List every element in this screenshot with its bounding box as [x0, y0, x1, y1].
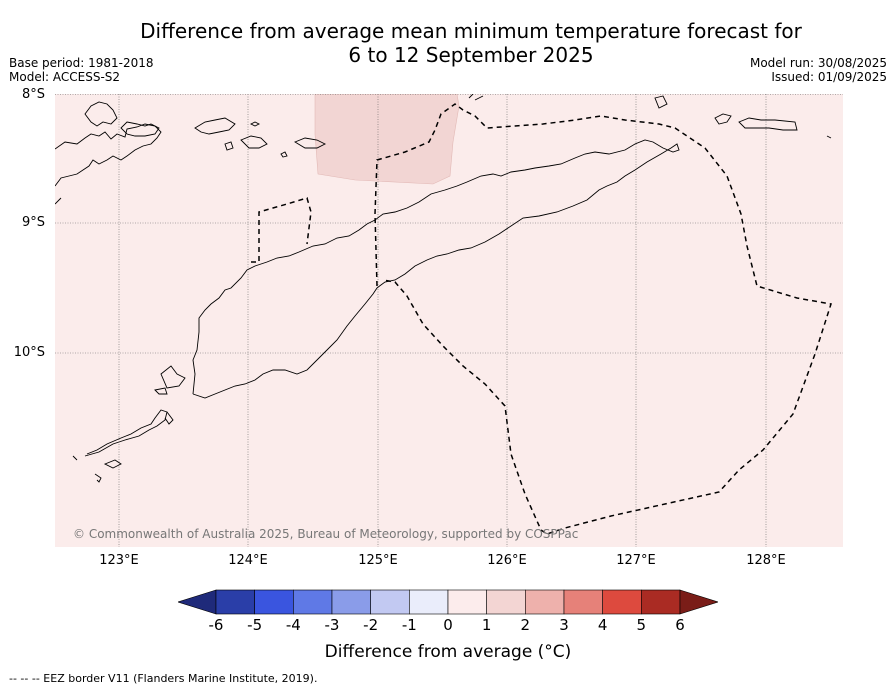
colorbar: [178, 589, 718, 615]
colorbar-tick-label: 4: [597, 616, 608, 634]
colorbar-tick-label: -2: [363, 616, 379, 634]
colorbar-tick-label: -6: [208, 616, 224, 634]
colorbar-segment: [525, 589, 565, 615]
lon-label-124e: 124°E: [228, 553, 268, 568]
base-period: Base period: 1981-2018: [9, 56, 154, 70]
lon-label-128e: 128°E: [746, 553, 786, 568]
colorbar-tick-label: 6: [675, 616, 685, 634]
colorbar-segment: [447, 589, 487, 615]
model-name: Model: ACCESS-S2: [9, 70, 121, 84]
lat-label-8s: 8°S: [21, 87, 45, 102]
colorbar-tick-label: -5: [247, 616, 263, 634]
lat-label-9s: 9°S: [21, 215, 45, 230]
colorbar-segment: [563, 589, 603, 615]
colorbar-segment: [641, 589, 681, 615]
colorbar-high-extend: [679, 589, 718, 615]
map-title: Difference from average mean minimum tem…: [96, 19, 846, 67]
colorbar-tick-label: 5: [636, 616, 647, 634]
eez-footnote: -- -- -- EEZ border V11 (Flanders Marine…: [9, 672, 318, 685]
colorbar-tick-label: -1: [401, 616, 417, 634]
colorbar-tick-label: 2: [520, 616, 531, 634]
colorbar-low-extend: [178, 589, 217, 615]
issued-date: Issued: 01/09/2025: [771, 70, 887, 84]
title-line-2: 6 to 12 September 2025: [348, 43, 594, 67]
warm-anomaly-patch: [314, 94, 460, 185]
title-line-1: Difference from average mean minimum tem…: [140, 19, 802, 43]
lon-label-125e: 125°E: [358, 553, 398, 568]
colorbar-tick-label: -4: [285, 616, 301, 634]
lon-label-126e: 126°E: [487, 553, 527, 568]
colorbar-tick-label: 0: [443, 616, 453, 634]
colorbar-segment: [370, 589, 410, 615]
colorbar-label: Difference from average (°C): [324, 642, 572, 662]
colorbar-segment: [331, 589, 371, 615]
colorbar-tick-label: 3: [559, 616, 569, 634]
meta-right: Model run: 30/08/2025 Issued: 01/09/2025: [750, 56, 887, 84]
map-panel: [55, 94, 843, 547]
lon-label-123e: 123°E: [99, 553, 139, 568]
colorbar-tick-label: 1: [481, 616, 492, 634]
copyright-notice: © Commonwealth of Australia 2025, Bureau…: [73, 527, 579, 541]
colorbar-segment: [602, 589, 642, 615]
colorbar-segment: [409, 589, 449, 615]
lon-label-127e: 127°E: [616, 553, 656, 568]
model-run: Model run: 30/08/2025: [749, 56, 887, 70]
coastlines: [55, 94, 832, 483]
colorbar-segment: [293, 589, 333, 615]
colorbar-segment: [486, 589, 526, 615]
colorbar-tick-label: -3: [324, 616, 340, 634]
eez-border: [251, 103, 832, 535]
colorbar-segment: [254, 589, 294, 615]
lat-label-10s: 10°S: [13, 345, 45, 360]
colorbar-segments: [215, 589, 681, 615]
colorbar-segment: [215, 589, 255, 615]
meta-left: Base period: 1981-2018 Model: ACCESS-S2: [9, 56, 154, 84]
